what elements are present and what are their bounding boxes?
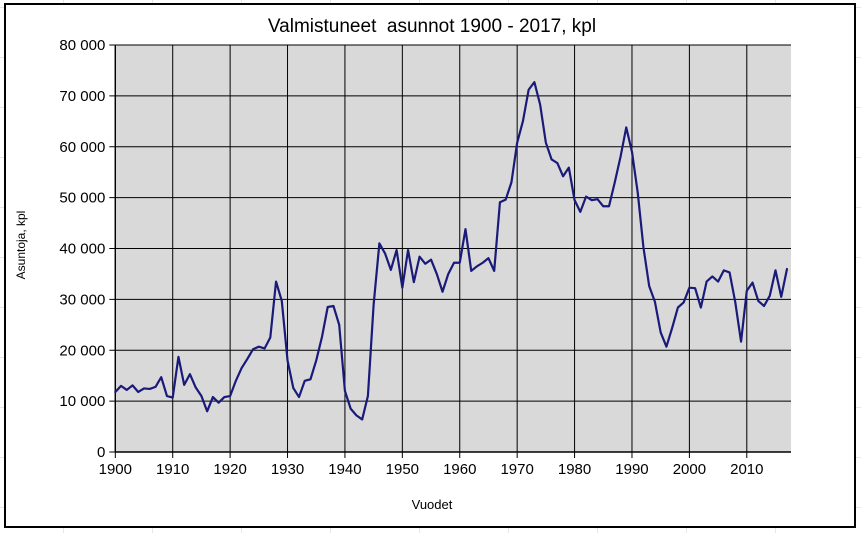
svg-text:80 000: 80 000 [59, 37, 105, 54]
svg-text:10 000: 10 000 [59, 393, 105, 410]
svg-text:1930: 1930 [271, 461, 304, 478]
svg-text:1980: 1980 [558, 461, 591, 478]
svg-text:1990: 1990 [615, 461, 648, 478]
svg-text:40 000: 40 000 [59, 241, 105, 258]
svg-text:2000: 2000 [673, 461, 706, 478]
svg-text:20 000: 20 000 [59, 342, 105, 359]
svg-text:70 000: 70 000 [59, 88, 105, 105]
svg-text:1950: 1950 [386, 461, 419, 478]
svg-text:1940: 1940 [328, 461, 361, 478]
svg-text:2010: 2010 [730, 461, 763, 478]
svg-text:1970: 1970 [500, 461, 533, 478]
svg-text:1900: 1900 [99, 461, 132, 478]
svg-text:1920: 1920 [213, 461, 246, 478]
svg-text:60 000: 60 000 [59, 139, 105, 156]
svg-text:1960: 1960 [443, 461, 476, 478]
svg-text:1910: 1910 [156, 461, 189, 478]
svg-text:0: 0 [97, 444, 105, 461]
svg-text:30 000: 30 000 [59, 291, 105, 308]
svg-text:50 000: 50 000 [59, 190, 105, 207]
